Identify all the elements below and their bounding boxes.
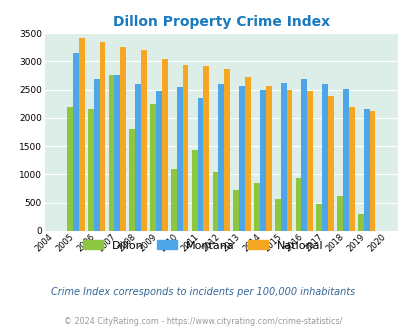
Bar [280,83,286,231]
Bar [176,87,182,231]
Bar [212,172,218,231]
Bar [73,53,79,231]
Bar [342,89,348,231]
Bar [150,104,156,231]
Text: Crime Index corresponds to incidents per 100,000 inhabitants: Crime Index corresponds to incidents per… [51,287,354,297]
Bar [315,204,322,231]
Bar [295,179,301,231]
Legend: Dillon, Montana, National: Dillon, Montana, National [78,236,327,255]
Text: © 2024 CityRating.com - https://www.cityrating.com/crime-statistics/: © 2024 CityRating.com - https://www.city… [64,317,341,326]
Bar [182,65,188,231]
Bar [259,90,265,231]
Bar [171,169,176,231]
Bar [197,98,203,231]
Bar [120,47,126,231]
Bar [337,196,342,231]
Bar [265,85,271,231]
Bar [286,90,292,231]
Title: Dillon Property Crime Index: Dillon Property Crime Index [113,15,329,29]
Bar [94,80,99,231]
Bar [67,107,73,231]
Bar [301,80,307,231]
Bar [135,84,141,231]
Bar [87,109,94,231]
Bar [224,69,229,231]
Bar [254,183,259,231]
Bar [156,91,162,231]
Bar [114,75,120,231]
Bar [307,91,312,231]
Bar [203,66,209,231]
Bar [363,109,369,231]
Bar [191,150,197,231]
Bar [239,85,244,231]
Bar [79,38,84,231]
Bar [109,76,114,231]
Bar [141,50,147,231]
Bar [244,77,250,231]
Bar [233,190,239,231]
Bar [322,84,327,231]
Bar [274,199,280,231]
Bar [357,214,363,231]
Bar [162,59,167,231]
Bar [348,107,354,231]
Bar [218,84,224,231]
Bar [99,42,105,231]
Bar [327,96,333,231]
Bar [129,129,135,231]
Bar [369,111,375,231]
